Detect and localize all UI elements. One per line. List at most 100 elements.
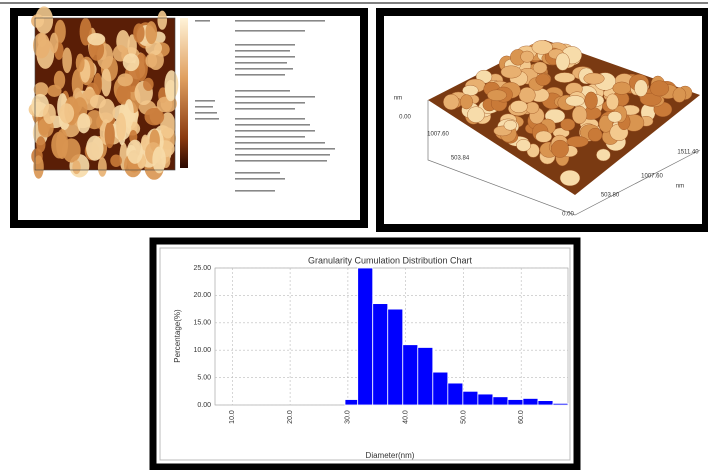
bump	[565, 95, 584, 106]
bump	[521, 51, 534, 62]
text-line	[235, 118, 305, 120]
x-tick-label: 60.0	[518, 410, 525, 424]
grain	[165, 80, 176, 101]
grain	[123, 53, 140, 71]
grain	[98, 157, 107, 176]
text-line	[235, 190, 275, 192]
y-tick-label: 5.00	[197, 374, 211, 381]
grain	[56, 129, 68, 159]
grain	[87, 33, 105, 45]
x-tick-label: 40.0	[402, 410, 409, 424]
x-tick-label: 20.0	[287, 410, 294, 424]
text-line	[235, 74, 285, 76]
grain	[117, 73, 133, 86]
bump	[516, 139, 530, 151]
bump	[608, 111, 622, 122]
text-line	[235, 172, 280, 174]
text-line	[195, 106, 213, 108]
grain	[76, 54, 85, 73]
y-axis-label: Percentage(%)	[173, 309, 182, 363]
text-line	[235, 30, 305, 32]
bump	[467, 107, 484, 123]
bump	[585, 92, 598, 109]
chart-title: Granularity Cumulation Distribution Char…	[308, 255, 473, 265]
bar	[373, 304, 388, 405]
bar	[553, 403, 568, 405]
bar	[418, 347, 433, 405]
grain	[110, 155, 122, 168]
text-line	[235, 154, 330, 156]
bump	[634, 80, 647, 97]
grain	[33, 33, 50, 59]
surface-axis-label: 503.84	[451, 156, 470, 162]
grain	[145, 53, 157, 67]
x-tick-label: 10.0	[229, 410, 236, 424]
grain	[157, 11, 167, 30]
bump	[572, 106, 587, 124]
surface-axis-label: 1007.60	[427, 132, 449, 138]
y-tick-label: 0.00	[197, 402, 211, 409]
surface-axis-label: 503.80	[601, 193, 620, 199]
text-line	[235, 108, 295, 110]
bump	[613, 82, 631, 95]
grain	[47, 85, 61, 97]
x-axis-label: Diameter(nm)	[366, 451, 415, 460]
bump	[504, 120, 517, 130]
grain	[36, 136, 45, 152]
text-line	[195, 118, 219, 120]
bar	[523, 398, 538, 405]
grain	[152, 146, 166, 173]
grain	[35, 6, 53, 34]
text-line	[235, 50, 290, 52]
y-tick-label: 15.00	[193, 320, 211, 327]
figure: 0.001007.60503.840.00503.801007.601511.4…	[0, 0, 708, 470]
bar	[345, 400, 358, 405]
text-line	[235, 130, 315, 132]
text-line	[235, 90, 290, 92]
x-tick-label: 30.0	[345, 410, 352, 424]
grain	[50, 33, 59, 54]
bar	[358, 268, 373, 405]
bump	[606, 94, 619, 110]
bump	[487, 90, 506, 101]
y-tick-label: 25.00	[193, 265, 211, 272]
bar	[448, 383, 463, 405]
text-line	[235, 68, 293, 70]
bump	[551, 140, 568, 157]
text-line	[235, 102, 305, 104]
text-line	[235, 56, 295, 58]
bump	[596, 149, 610, 161]
grain	[101, 68, 111, 96]
grain	[59, 103, 74, 123]
grain	[105, 122, 115, 149]
afm-image	[29, 6, 179, 179]
bump	[673, 88, 686, 103]
text-line	[195, 112, 217, 114]
bump	[650, 81, 669, 96]
grain	[86, 136, 103, 161]
grain	[43, 104, 56, 124]
bump	[460, 95, 472, 110]
text-line	[235, 62, 287, 64]
bump	[443, 94, 459, 110]
text-line	[235, 44, 295, 46]
surface-axis-label: 0.00	[562, 212, 574, 218]
bump	[510, 100, 527, 112]
text-line	[235, 124, 310, 126]
bump	[556, 53, 570, 71]
surface-axis-label: nm	[394, 96, 402, 102]
grain	[143, 78, 154, 91]
grain	[77, 113, 90, 133]
text-line	[195, 100, 215, 102]
grain	[72, 160, 80, 174]
text-line	[195, 20, 210, 22]
bump	[462, 85, 478, 95]
bar	[508, 400, 523, 405]
grain	[145, 21, 157, 44]
text-line	[235, 20, 325, 22]
surface-axis-label: 0.00	[399, 115, 411, 121]
bar	[388, 309, 403, 405]
bar	[538, 401, 553, 405]
y-tick-label: 10.00	[193, 347, 211, 354]
text-line	[235, 96, 315, 98]
